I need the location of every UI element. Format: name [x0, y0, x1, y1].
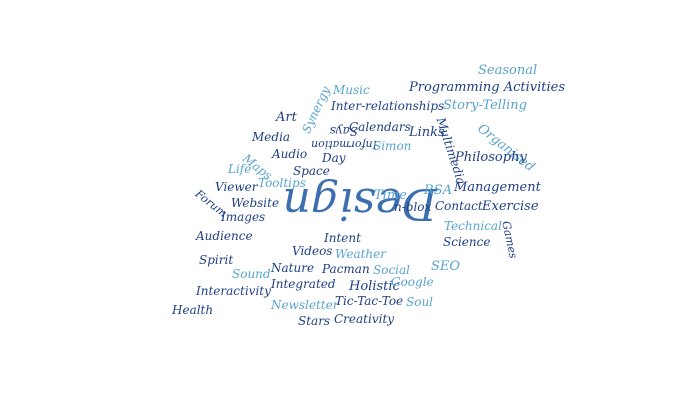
word-information: Information — [310, 138, 377, 151]
word-pacman: Pacman — [322, 262, 370, 276]
word-integrated: Integrated — [271, 277, 336, 291]
word-life: Life — [228, 162, 252, 176]
word-viewer: Viewer — [215, 180, 258, 194]
word-art: Art — [276, 110, 297, 125]
word-health: Health — [172, 303, 214, 317]
word-google: Google — [391, 275, 434, 289]
word-spirit: Spirit — [199, 253, 234, 267]
word-contact: Contact — [435, 199, 483, 213]
word-tic-tac-toe: Tic-Tac-Toe — [335, 294, 404, 308]
word-nature: Nature — [271, 261, 315, 275]
word-interactivity: Interactivity — [196, 284, 271, 298]
word-programming-activities: Programming Activities — [409, 80, 566, 95]
word-calendars: Calendars — [349, 120, 411, 134]
word-music: Music — [333, 83, 370, 97]
word-time: Time — [374, 188, 407, 203]
word-links: Links — [409, 125, 445, 140]
word-audience: Audience — [196, 229, 253, 243]
word-stars: Stars — [298, 314, 331, 328]
word-images: Images — [221, 210, 266, 224]
word-day: Day — [322, 151, 346, 165]
word-management: Management — [454, 180, 541, 195]
word-tooltips: Tooltips — [258, 176, 306, 190]
word-media: Media — [252, 130, 291, 144]
word-soul: Soul — [406, 295, 434, 309]
word-technical: Technical — [444, 219, 502, 233]
word-simon: Simon — [373, 139, 412, 153]
word-games: Games — [499, 219, 520, 260]
word-exercise: Exercise — [482, 199, 539, 214]
word-synergy: Synergy — [299, 84, 333, 136]
word-audio: Audio — [272, 147, 308, 161]
word-seasonal: Seasonal — [478, 63, 538, 78]
word-story-telling: Story-Telling — [443, 98, 527, 113]
word-n-blox: n-blox — [394, 200, 432, 214]
word-intent: Intent — [324, 231, 361, 245]
word-rsa: RSA — [424, 183, 453, 198]
word-seo: SEO — [431, 259, 461, 274]
word-website: Website — [231, 196, 280, 210]
word-space: Space — [293, 164, 330, 178]
word-science: Science — [443, 235, 491, 249]
word-organised: Organised — [474, 121, 538, 176]
word-creativity: Creativity — [334, 312, 395, 326]
word-inter-relationships: Inter-relationships — [331, 99, 445, 113]
word-social: Social — [373, 263, 410, 277]
word-videos: Videos — [292, 244, 333, 258]
word-newsletter: Newsletter — [271, 298, 339, 312]
word-weather: Weather — [335, 247, 386, 261]
word-holistic: Holistic — [349, 279, 400, 294]
word-philosophy: Philosophy — [455, 150, 527, 165]
word-sound: Sound — [232, 267, 271, 281]
